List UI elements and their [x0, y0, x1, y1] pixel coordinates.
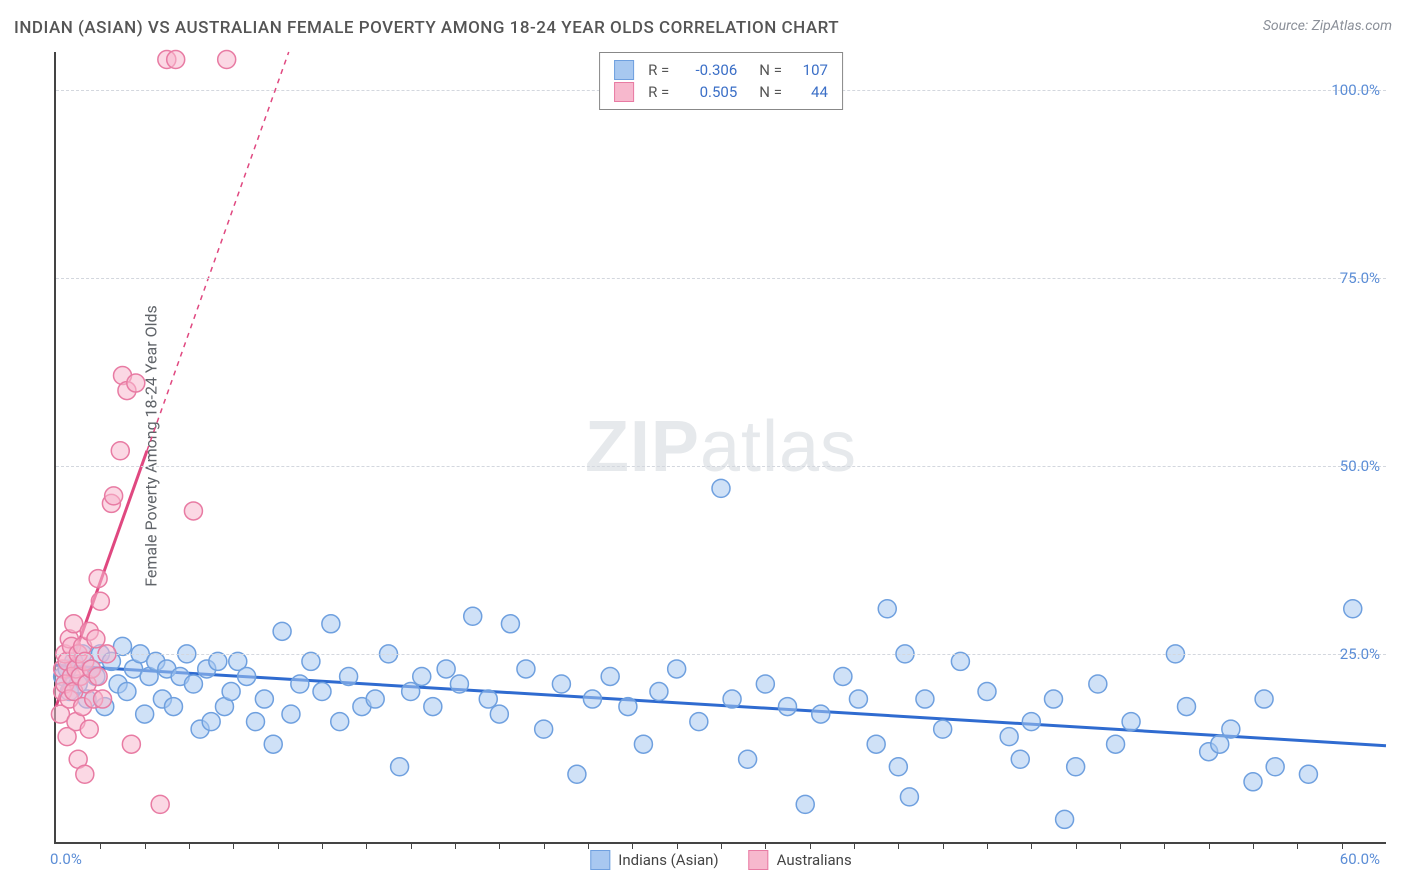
gridline: [56, 654, 1386, 655]
correlation-legend: R = -0.306 N = 107 R = 0.505 N = 44: [599, 52, 843, 110]
n-label: N =: [759, 83, 782, 101]
x-tick: [1164, 842, 1165, 849]
legend-swatch-australians: [749, 850, 769, 870]
legend-item-australians: Australians: [749, 850, 852, 870]
r-value: 0.505: [679, 83, 737, 101]
x-tick: [1209, 842, 1210, 849]
x-tick: [544, 842, 545, 849]
n-value: 44: [792, 83, 828, 101]
x-tick: [411, 842, 412, 849]
x-tick: [810, 842, 811, 849]
x-tick: [721, 842, 722, 849]
y-tick-label: 25.0%: [1340, 645, 1380, 663]
series-legend: Indians (Asian) Australians: [590, 850, 851, 870]
x-tick: [987, 842, 988, 849]
y-tick-label: 100.0%: [1331, 81, 1380, 99]
n-label: N =: [759, 61, 782, 79]
x-tick: [632, 842, 633, 849]
x-tick: [145, 842, 146, 849]
x-tick: [455, 842, 456, 849]
x-tick: [1253, 842, 1254, 849]
x-tick-label-min: 0.0%: [50, 850, 82, 868]
x-tick: [499, 842, 500, 849]
legend-label: Indians (Asian): [618, 851, 718, 869]
x-tick: [1120, 842, 1121, 849]
x-tick: [233, 842, 234, 849]
legend-row: R = 0.505 N = 44: [614, 81, 828, 103]
legend-swatch-indians: [614, 60, 634, 80]
r-label: R =: [648, 83, 669, 101]
x-tick: [1342, 842, 1343, 849]
r-value: -0.306: [679, 61, 737, 79]
y-tick-label: 75.0%: [1340, 269, 1380, 287]
n-value: 107: [792, 61, 828, 79]
x-tick-label-max: 60.0%: [1340, 850, 1380, 868]
x-tick: [1031, 842, 1032, 849]
x-tick: [1076, 842, 1077, 849]
x-tick: [943, 842, 944, 849]
x-tick: [189, 842, 190, 849]
x-tick: [366, 842, 367, 849]
chart-title: INDIAN (ASIAN) VS AUSTRALIAN FEMALE POVE…: [14, 18, 839, 38]
source-attribution: Source: ZipAtlas.com: [1263, 18, 1392, 34]
legend-label: Australians: [777, 851, 852, 869]
x-tick: [677, 842, 678, 849]
x-tick: [588, 842, 589, 849]
chart-svg: [56, 52, 1386, 842]
legend-swatch-australians: [614, 82, 634, 102]
x-tick: [1297, 842, 1298, 849]
plot-area: ZIPatlas R = -0.306 N = 107 R = 0.505 N …: [54, 52, 1386, 844]
gridline: [56, 278, 1386, 279]
x-tick: [278, 842, 279, 849]
x-tick: [854, 842, 855, 849]
x-tick: [765, 842, 766, 849]
legend-row: R = -0.306 N = 107: [614, 59, 828, 81]
legend-swatch-indians: [590, 850, 610, 870]
x-tick: [100, 842, 101, 849]
y-tick-label: 50.0%: [1340, 457, 1380, 475]
x-tick: [898, 842, 899, 849]
gridline: [56, 466, 1386, 467]
x-tick: [322, 842, 323, 849]
legend-item-indians: Indians (Asian): [590, 850, 718, 870]
r-label: R =: [648, 61, 669, 79]
